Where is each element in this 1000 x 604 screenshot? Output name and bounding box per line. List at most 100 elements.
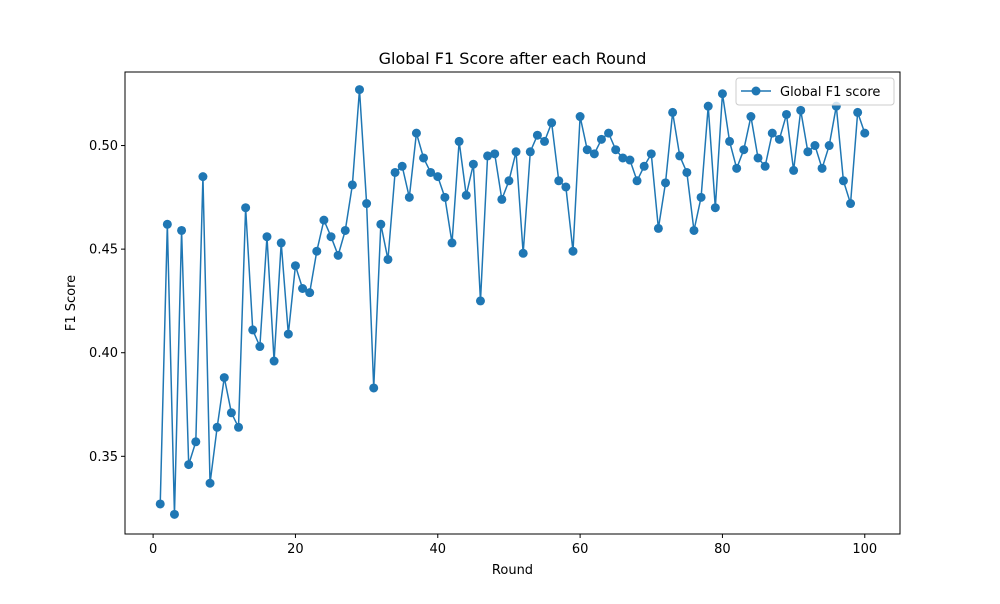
data-point (219, 373, 229, 383)
data-point (475, 296, 485, 306)
data-point (575, 112, 585, 122)
data-point (554, 176, 564, 186)
data-point (177, 225, 187, 235)
data-point (504, 176, 514, 186)
data-point (290, 261, 300, 271)
data-point (582, 145, 592, 155)
x-axis-ticks: 0 20 40 60 80 100 (149, 534, 877, 557)
data-point (753, 153, 763, 163)
data-point (668, 107, 678, 117)
data-point (269, 356, 279, 366)
data-point (354, 85, 364, 95)
y-tick-label: 0.40 (89, 346, 118, 361)
legend-label: Global F1 score (780, 85, 880, 100)
plot-frame (124, 71, 901, 535)
data-point (305, 288, 315, 298)
data-point (604, 128, 614, 138)
data-point (312, 246, 322, 256)
y-tick-label: 0.45 (89, 243, 118, 258)
data-point (397, 161, 407, 171)
data-point (376, 219, 386, 229)
data-point (411, 128, 421, 138)
data-point (646, 149, 656, 159)
data-point (383, 254, 393, 264)
data-point (860, 128, 870, 138)
y-tick-label: 0.35 (89, 450, 118, 465)
data-point (653, 223, 663, 233)
data-point (212, 422, 222, 432)
data-point (717, 89, 727, 99)
data-point (248, 325, 258, 335)
data-point (255, 342, 265, 352)
y-tick-label: 0.50 (89, 139, 118, 154)
x-tick-label: 40 (430, 542, 447, 557)
data-point (589, 149, 599, 159)
data-point (440, 192, 450, 202)
data-point (817, 163, 827, 173)
data-point (525, 147, 535, 157)
data-point (518, 248, 528, 258)
data-point (746, 112, 756, 122)
data-point (390, 167, 400, 177)
data-point (639, 161, 649, 171)
data-point (262, 232, 272, 242)
data-point (625, 155, 635, 165)
data-point (618, 153, 628, 163)
data-point (532, 130, 542, 140)
data-point (169, 509, 179, 519)
data-point (461, 190, 471, 200)
series-layer (155, 85, 870, 519)
data-point (568, 246, 578, 256)
data-point (326, 232, 336, 242)
data-point (454, 136, 464, 146)
data-point (703, 101, 713, 111)
data-point (611, 145, 621, 155)
data-point (362, 199, 372, 209)
data-point (781, 109, 791, 119)
x-tick-label: 0 (149, 542, 157, 557)
legend-box (735, 77, 895, 106)
legend-marker-swatch (751, 86, 761, 96)
data-point (198, 172, 208, 182)
data-point (774, 134, 784, 144)
x-tick-label: 20 (287, 542, 304, 557)
data-point (796, 105, 806, 115)
data-point (547, 118, 557, 128)
data-point (226, 408, 236, 418)
data-point (661, 178, 671, 188)
data-point (340, 225, 350, 235)
data-point (760, 161, 770, 171)
chart-title: Global F1 Score after each Round (379, 49, 647, 68)
x-tick-label: 60 (572, 542, 589, 557)
data-point (234, 422, 244, 432)
data-point (447, 238, 457, 248)
data-point (191, 437, 201, 447)
data-point (732, 163, 742, 173)
data-point (426, 167, 436, 177)
data-point (838, 176, 848, 186)
data-point (333, 250, 343, 260)
data-point (561, 182, 571, 192)
data-point (810, 141, 820, 151)
data-point (497, 194, 507, 204)
data-point (483, 151, 493, 161)
data-point (710, 203, 720, 213)
data-point (846, 199, 856, 209)
data-point (276, 238, 286, 248)
plot-area (125, 72, 900, 534)
y-axis-ticks: 0.35 0.40 0.45 0.50 (89, 139, 125, 465)
data-point (490, 149, 500, 159)
data-point (155, 499, 165, 509)
series-line (159, 88, 866, 516)
data-point (725, 136, 735, 146)
data-point (347, 180, 357, 190)
data-point (162, 219, 172, 229)
legend: Global F1 score (735, 77, 895, 106)
data-point (789, 165, 799, 175)
data-point (689, 225, 699, 235)
data-point (319, 215, 329, 225)
data-point (433, 172, 443, 182)
data-point (824, 141, 834, 151)
